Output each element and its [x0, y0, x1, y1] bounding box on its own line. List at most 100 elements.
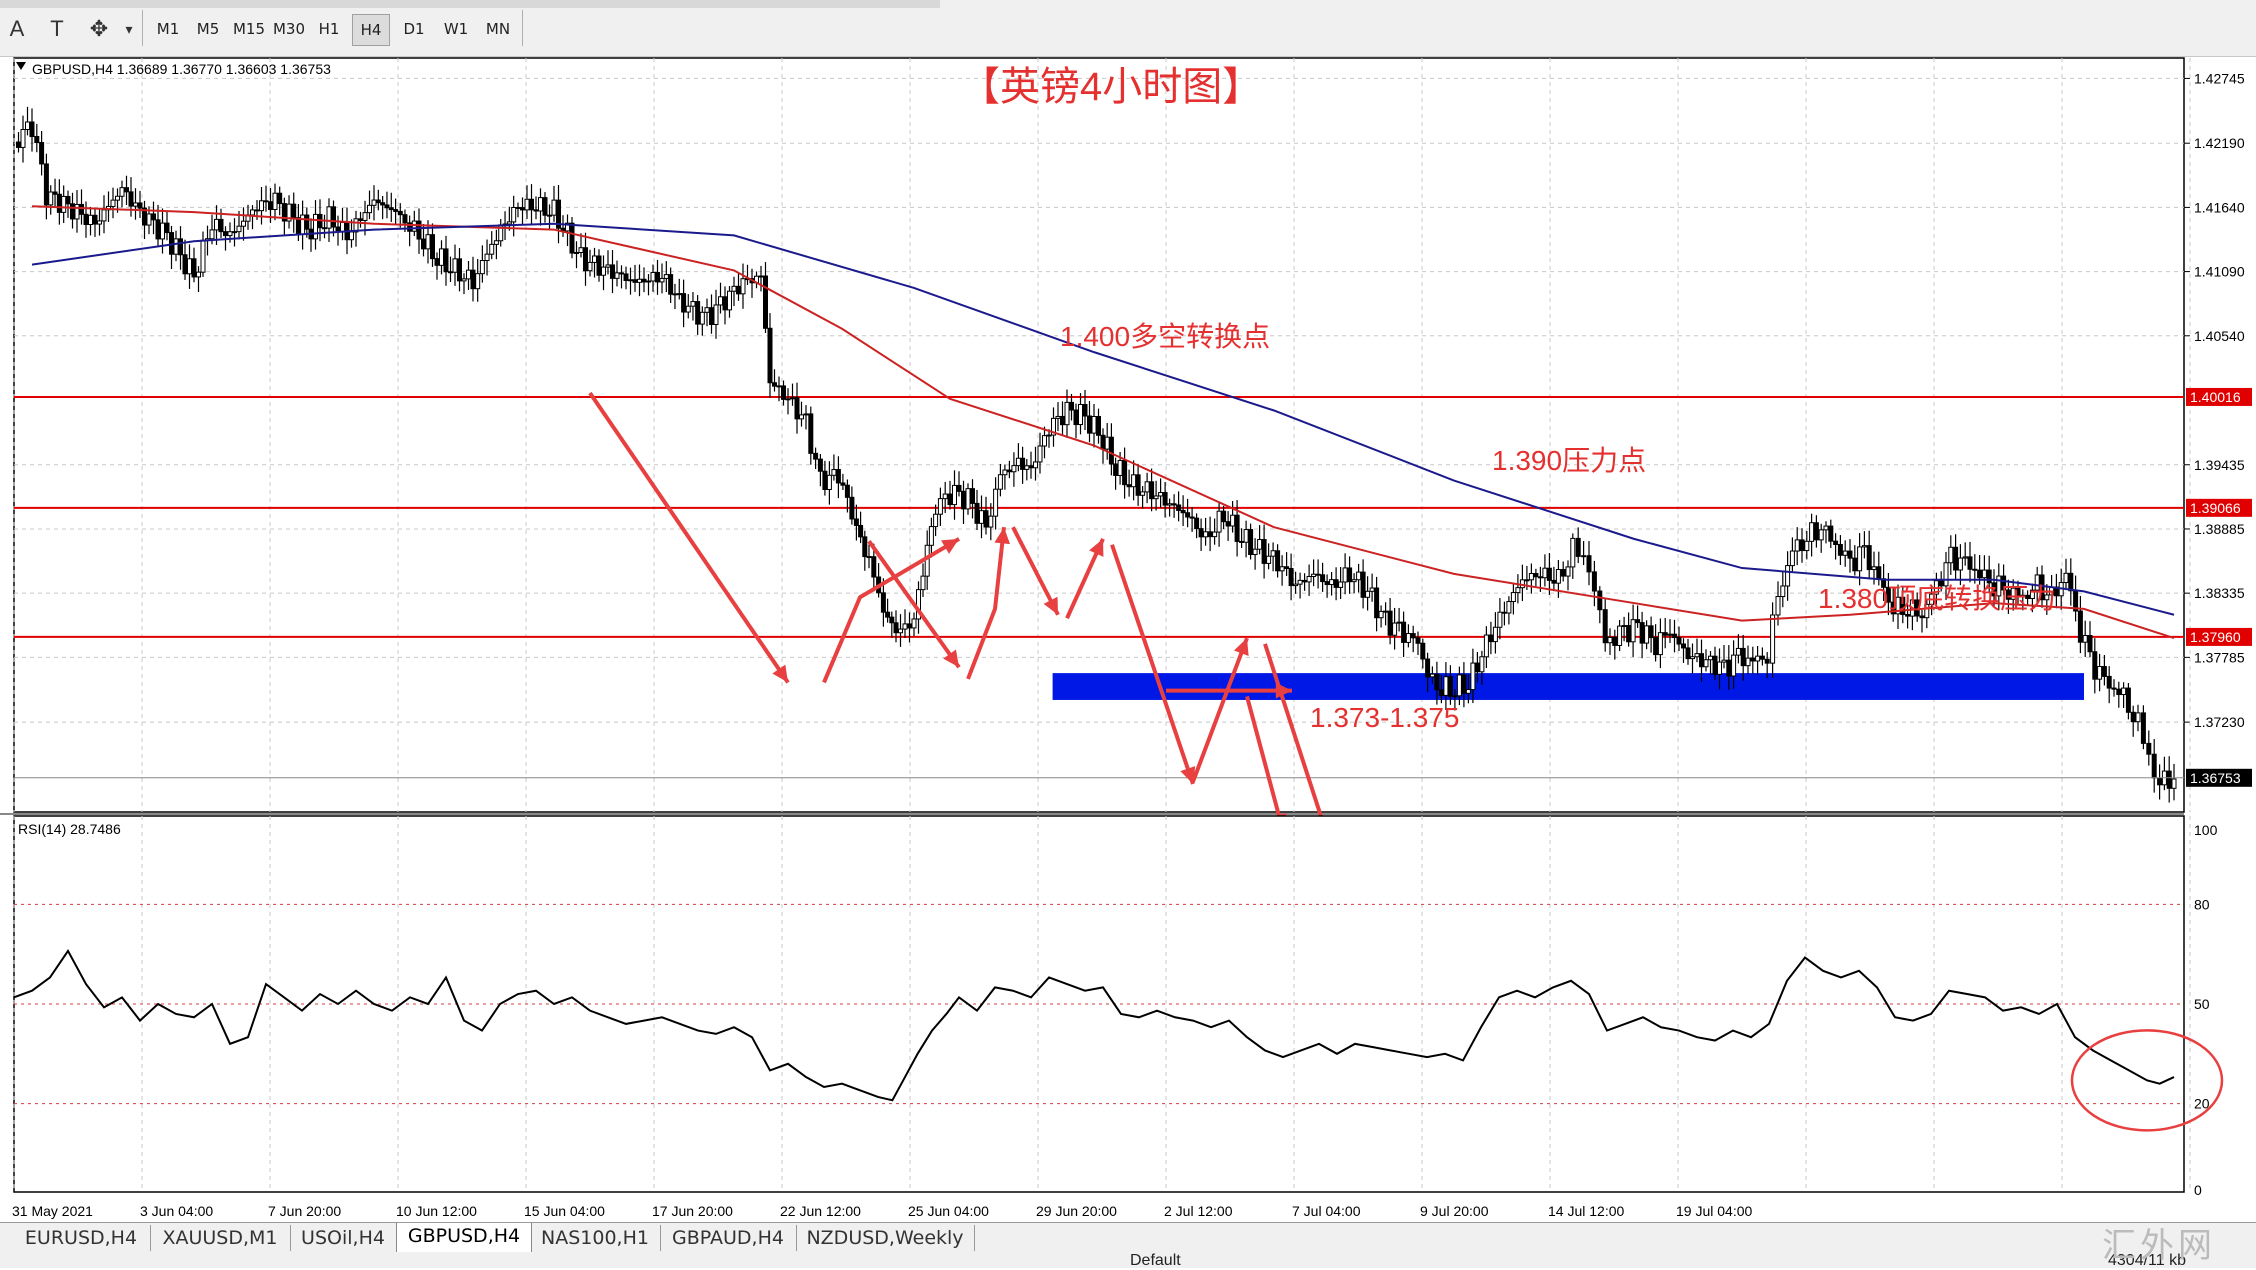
candle-body: [551, 199, 557, 216]
candle-body: [1420, 642, 1426, 660]
candle-body: [1401, 621, 1407, 643]
current-price-badge: [2186, 768, 2252, 787]
candle-body: [1383, 610, 1389, 613]
chevron-down-icon[interactable]: ▾: [125, 21, 133, 37]
candle-body: [393, 209, 399, 212]
timeframe-m15-button[interactable]: M15: [232, 20, 266, 38]
timeframe-h4-button[interactable]: H4: [352, 14, 390, 46]
timeframe-mn-button[interactable]: MN: [485, 20, 511, 38]
timeframe-w1-button[interactable]: W1: [443, 20, 469, 38]
candle-body: [1033, 461, 1038, 469]
candle-body: [1410, 633, 1416, 639]
arrow-up-3-head: [1089, 538, 1104, 557]
candle-body: [187, 258, 192, 275]
candle-body: [1648, 625, 1654, 639]
candle-body: [628, 279, 633, 282]
chart-tab-nzdusd-weekly[interactable]: NZDUSD,Weekly: [796, 1225, 975, 1251]
candle-body: [1565, 566, 1571, 577]
time-tick-label: 10 Jun 12:00: [396, 1203, 477, 1219]
timeframe-m1-button[interactable]: M1: [156, 20, 180, 38]
candle-body: [942, 493, 948, 500]
candle-body: [200, 239, 206, 273]
candle-body: [2140, 712, 2146, 744]
rsi-tick-label: 20: [2194, 1096, 2210, 1112]
candle-body: [813, 452, 819, 460]
candle-body: [79, 203, 84, 215]
candle-body: [1051, 417, 1056, 436]
chart-tab-usoil-h4[interactable]: USOil,H4: [290, 1225, 397, 1251]
chevron-down-icon[interactable]: [16, 62, 26, 70]
timeframe-h1-button[interactable]: H1: [318, 20, 340, 38]
candle-body: [637, 278, 642, 283]
candle-body: [466, 269, 471, 280]
candle-body: [397, 210, 403, 216]
candle-body: [2077, 610, 2083, 643]
chart-tab-gbpusd-h4[interactable]: GBPUSD,H4: [396, 1223, 532, 1254]
timeframe-m5-button[interactable]: M5: [196, 20, 220, 38]
candle-body: [511, 206, 517, 223]
candle-body: [574, 252, 579, 255]
candle-body: [831, 469, 837, 476]
level-price-label: 1.37960: [2190, 629, 2241, 645]
candle-body: [1275, 550, 1281, 572]
candle-body: [1324, 581, 1330, 586]
candle-body: [718, 296, 723, 306]
candle-body: [1153, 495, 1159, 500]
candle-body: [533, 209, 539, 212]
candle-body: [1447, 676, 1453, 697]
candle-body: [2106, 675, 2112, 689]
candle-body: [1064, 401, 1070, 426]
rsi-tick-label: 50: [2194, 996, 2210, 1012]
arrows-tool-icon[interactable]: ✥: [89, 16, 109, 41]
arrow-up-4-head: [1233, 638, 1249, 657]
candle-body: [1207, 531, 1213, 538]
candle-body: [2101, 666, 2107, 677]
candle-body: [1676, 637, 1682, 645]
candle-body: [2068, 572, 2074, 592]
candle-body: [655, 271, 660, 283]
candle-body: [70, 203, 75, 220]
candle-body: [758, 275, 764, 278]
candle-body: [1434, 673, 1440, 691]
text-tool-icon[interactable]: A: [9, 16, 25, 41]
candle-body: [1630, 619, 1636, 643]
candle-body: [1957, 557, 1963, 571]
timeframe-d1-button[interactable]: D1: [403, 20, 425, 38]
chart-area[interactable]: 1.42745 1.42190 1.41640 1.41090 1.40540 1.394…: [0, 56, 2256, 1222]
arrow-up-2: [966, 526, 1006, 680]
chart-tab-gbpaud-h4[interactable]: GBPAUD,H4: [660, 1225, 797, 1251]
candle-body: [794, 397, 800, 420]
chart-tab-xauusd-m1[interactable]: XAUUSD,M1: [150, 1225, 291, 1251]
candle-body: [515, 206, 521, 209]
candle-body: [331, 206, 336, 228]
candle-body: [1338, 581, 1344, 588]
timeframe-m30-button[interactable]: M30: [272, 20, 306, 38]
candle-body: [277, 192, 283, 205]
candle-body: [1581, 555, 1587, 558]
candle-body: [259, 200, 264, 212]
chart-tab-nas100-h1[interactable]: NAS100,H1: [530, 1225, 661, 1251]
candle-body: [250, 209, 255, 216]
chart-tab-eurusd-h4[interactable]: EURUSD,H4: [12, 1225, 151, 1251]
candle-body: [1662, 632, 1668, 636]
candle-body: [124, 187, 129, 193]
candle-body: [676, 293, 682, 296]
candle-body: [1055, 415, 1061, 419]
rsi-tick-label: 80: [2194, 896, 2210, 912]
annotation-1380: 1.380顶底转换压力: [1818, 583, 2056, 614]
candle-body: [1284, 566, 1290, 569]
candle-body: [1037, 445, 1043, 463]
annotation-1400: 1.400多空转换点: [1060, 321, 1270, 352]
candle-body: [709, 307, 714, 326]
text-label-icon[interactable]: T: [50, 16, 64, 41]
level-price-badge: [2186, 387, 2252, 406]
candle-body: [1799, 539, 1805, 552]
candle-body: [1857, 546, 1863, 572]
candle-body: [799, 414, 804, 420]
rsi-pane: 31 May 2021 3 Jun 04:00 7 Jun 20:00 10 Jun …: [12, 815, 2224, 1219]
candle-body: [2044, 594, 2050, 601]
toolbar-separator: [522, 10, 523, 46]
candle-body: [1602, 609, 1608, 644]
level-price-badge: [2186, 627, 2252, 646]
candle-body: [1028, 465, 1034, 469]
